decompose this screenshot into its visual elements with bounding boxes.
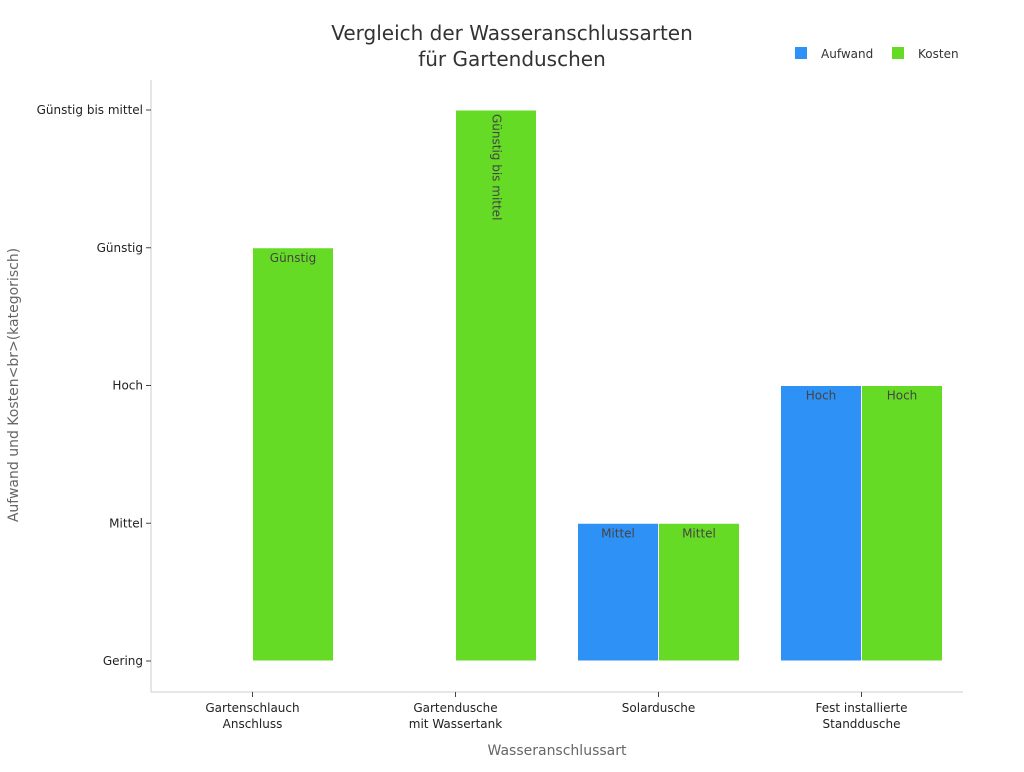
y-axis-title: Aufwand und Kosten<br>(kategorisch) [6, 248, 22, 522]
bar-data-label: Günstig [270, 251, 316, 265]
y-tick-label: Mittel [109, 516, 143, 530]
x-axis-ticks: Gartenschlauch Anschluss Gartendusche mit W… [205, 692, 908, 731]
legend-swatch-kosten [892, 47, 904, 59]
legend-swatch-aufwand [795, 47, 807, 59]
legend-label-aufwand: Aufwand [821, 47, 873, 61]
x-tick-label: Solardusche [622, 701, 695, 715]
x-tick-label: Gartendusche mit Wassertank [409, 701, 502, 731]
chart-legend: Aufwand Kosten [795, 47, 959, 61]
bar-aufwand [780, 385, 862, 662]
x-axis-title: Wasseranschlussart [488, 743, 627, 759]
bar-kosten [252, 247, 334, 662]
bar-data-label: Günstig bis mittel [490, 114, 504, 220]
bar-kosten [658, 522, 740, 662]
bar-labels-group: Mittel Hoch Günstig Günstig bis mittel Mitte… [270, 114, 918, 540]
bar-aufwand [577, 522, 659, 662]
y-axis-ticks: Gering Mittel Hoch Günstig Günstig bis mitte… [37, 103, 151, 668]
chart-title-line: für Gartenduschen [418, 47, 606, 71]
y-tick-label: Günstig bis mittel [37, 103, 143, 117]
chart-title: Vergleich der Wasseranschlussarten für Ga… [331, 21, 693, 71]
bar-data-label: Hoch [806, 389, 837, 403]
legend-label-kosten: Kosten [918, 47, 959, 61]
x-tick-label: Gartenschlauch Anschluss [205, 701, 299, 731]
y-tick-label: Günstig [97, 241, 143, 255]
chart-title-line: Vergleich der Wasseranschlussarten [331, 21, 693, 45]
y-tick-label: Hoch [112, 379, 143, 393]
bars-group [252, 109, 943, 662]
y-tick-label: Gering [103, 654, 143, 668]
bar-data-label: Mittel [682, 526, 716, 540]
bar-data-label: Hoch [887, 389, 918, 403]
x-tick-label: Fest installierte Standdusche [815, 701, 907, 731]
bar-data-label: Mittel [601, 526, 635, 540]
bar-kosten [455, 109, 537, 662]
bar-kosten [861, 385, 943, 662]
